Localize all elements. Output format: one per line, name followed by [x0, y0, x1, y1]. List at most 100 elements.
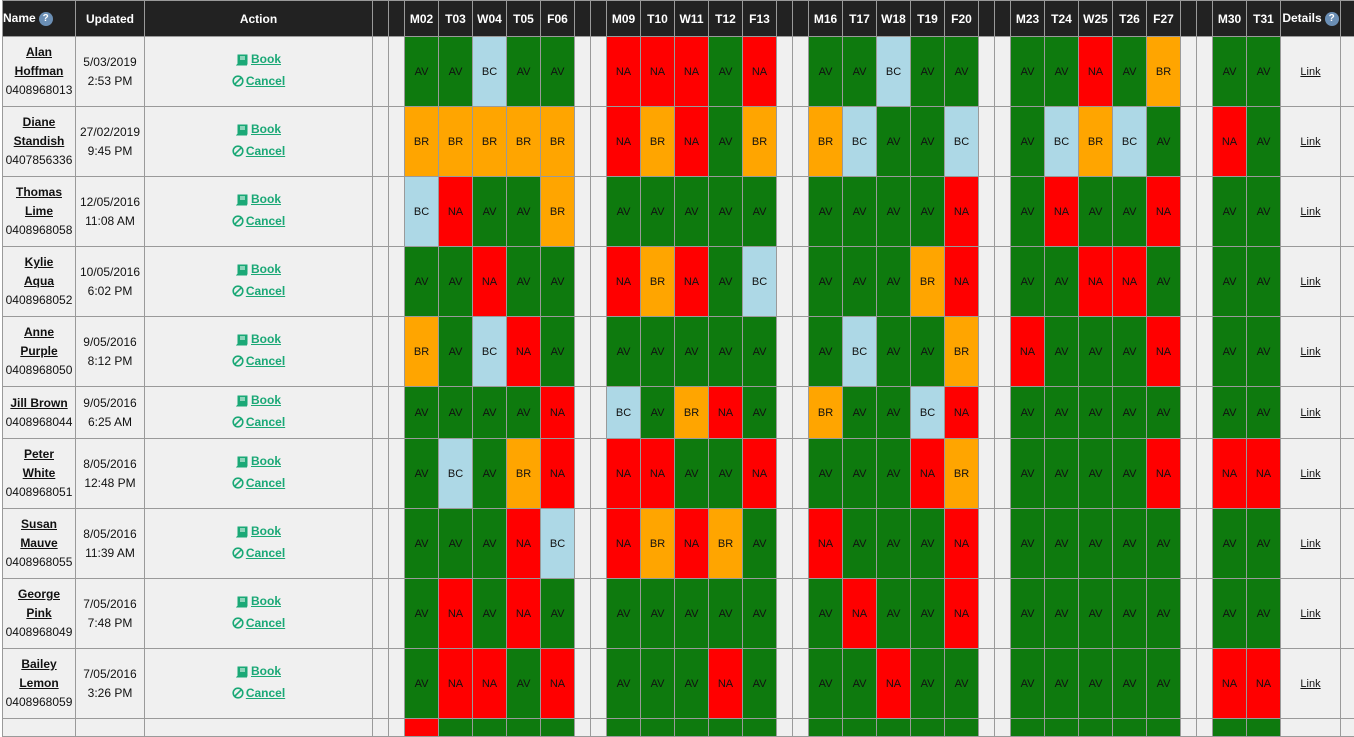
status-cell[interactable]: BC [911, 387, 945, 439]
status-cell[interactable]: AV [1045, 649, 1079, 719]
status-cell[interactable]: BR [809, 107, 843, 177]
status-cell[interactable]: AV [809, 649, 843, 719]
status-cell[interactable]: NA [1147, 177, 1181, 247]
status-cell[interactable]: BR [473, 107, 507, 177]
status-cell[interactable]: BR [507, 107, 541, 177]
status-cell[interactable]: AV [1247, 579, 1281, 649]
status-cell[interactable]: AV [1113, 579, 1147, 649]
status-cell[interactable]: AV [473, 387, 507, 439]
status-cell[interactable] [1011, 719, 1045, 737]
status-cell[interactable]: BC [405, 177, 439, 247]
status-cell[interactable]: AV [1079, 579, 1113, 649]
cancel-link[interactable]: Cancel [232, 474, 285, 493]
status-cell[interactable]: NA [843, 579, 877, 649]
status-cell[interactable]: NA [1247, 439, 1281, 509]
status-cell[interactable]: BR [743, 107, 777, 177]
status-cell[interactable] [1113, 719, 1147, 737]
status-cell[interactable]: BR [1079, 107, 1113, 177]
status-cell[interactable]: AV [541, 247, 575, 317]
status-cell[interactable]: NA [709, 649, 743, 719]
status-cell[interactable]: BR [911, 247, 945, 317]
status-cell[interactable]: AV [439, 317, 473, 387]
status-cell[interactable]: AV [675, 439, 709, 509]
status-cell[interactable]: BR [809, 387, 843, 439]
status-cell[interactable]: AV [1079, 317, 1113, 387]
status-cell[interactable]: NA [743, 439, 777, 509]
status-cell[interactable]: BR [541, 107, 575, 177]
status-cell[interactable]: NA [911, 439, 945, 509]
status-cell[interactable] [809, 719, 843, 737]
status-cell[interactable]: AV [843, 439, 877, 509]
status-cell[interactable]: BR [1147, 37, 1181, 107]
status-cell[interactable]: AV [743, 649, 777, 719]
cancel-link[interactable]: Cancel [232, 614, 285, 633]
status-cell[interactable] [541, 719, 575, 737]
status-cell[interactable]: AV [877, 107, 911, 177]
status-cell[interactable]: AV [641, 649, 675, 719]
status-cell[interactable]: BR [675, 387, 709, 439]
book-link[interactable]: Book [236, 522, 281, 541]
status-cell[interactable]: NA [1213, 107, 1247, 177]
status-cell[interactable]: AV [743, 317, 777, 387]
status-cell[interactable]: AV [507, 649, 541, 719]
status-cell[interactable]: AV [1011, 37, 1045, 107]
status-cell[interactable]: NA [1213, 649, 1247, 719]
status-cell[interactable]: BC [473, 37, 507, 107]
status-cell[interactable]: AV [1247, 247, 1281, 317]
status-cell[interactable] [1247, 719, 1281, 737]
status-cell[interactable]: AV [1213, 579, 1247, 649]
status-cell[interactable]: AV [641, 387, 675, 439]
status-cell[interactable]: AV [1045, 37, 1079, 107]
status-cell[interactable]: BC [843, 317, 877, 387]
status-cell[interactable]: NA [877, 649, 911, 719]
status-cell[interactable]: NA [1045, 177, 1079, 247]
status-cell[interactable]: AV [1113, 317, 1147, 387]
book-link[interactable]: Book [236, 330, 281, 349]
status-cell[interactable] [743, 719, 777, 737]
details-link[interactable]: Link [1300, 538, 1320, 550]
status-cell[interactable]: AV [607, 317, 641, 387]
status-cell[interactable]: AV [1079, 649, 1113, 719]
status-cell[interactable]: AV [1045, 387, 1079, 439]
status-cell[interactable]: NA [1247, 649, 1281, 719]
status-cell[interactable] [1079, 719, 1113, 737]
help-icon[interactable]: ? [39, 12, 53, 26]
status-cell[interactable]: AV [1213, 37, 1247, 107]
status-cell[interactable]: AV [1011, 439, 1045, 509]
status-cell[interactable]: AV [911, 37, 945, 107]
status-cell[interactable] [439, 719, 473, 737]
status-cell[interactable]: AV [877, 579, 911, 649]
book-link[interactable]: Book [236, 391, 281, 410]
details-link[interactable]: Link [1300, 276, 1320, 288]
status-cell[interactable]: BR [541, 177, 575, 247]
cancel-link[interactable]: Cancel [232, 212, 285, 231]
status-cell[interactable]: AV [709, 317, 743, 387]
status-cell[interactable]: AV [709, 177, 743, 247]
status-cell[interactable]: AV [1247, 509, 1281, 579]
status-cell[interactable]: NA [473, 247, 507, 317]
status-cell[interactable]: AV [1247, 37, 1281, 107]
status-cell[interactable]: NA [641, 37, 675, 107]
status-cell[interactable]: AV [709, 579, 743, 649]
cancel-link[interactable]: Cancel [232, 142, 285, 161]
details-link[interactable]: Link [1300, 136, 1320, 148]
status-cell[interactable]: AV [607, 579, 641, 649]
status-cell[interactable]: AV [1045, 439, 1079, 509]
status-cell[interactable]: AV [405, 439, 439, 509]
status-cell[interactable]: AV [1079, 387, 1113, 439]
status-cell[interactable]: AV [1011, 387, 1045, 439]
status-cell[interactable]: BC [607, 387, 641, 439]
status-cell[interactable]: AV [1247, 107, 1281, 177]
status-cell[interactable]: AV [945, 649, 979, 719]
status-cell[interactable]: BC [541, 509, 575, 579]
status-cell[interactable]: AV [911, 579, 945, 649]
status-cell[interactable]: AV [507, 387, 541, 439]
status-cell[interactable]: AV [1079, 177, 1113, 247]
status-cell[interactable] [675, 719, 709, 737]
status-cell[interactable]: AV [1147, 649, 1181, 719]
status-cell[interactable]: AV [405, 509, 439, 579]
status-cell[interactable]: AV [675, 649, 709, 719]
status-cell[interactable]: AV [709, 439, 743, 509]
